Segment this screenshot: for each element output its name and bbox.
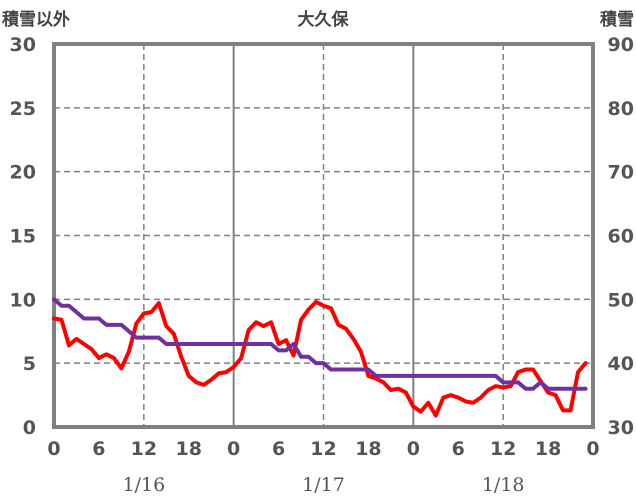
y-right-tick-label: 80 xyxy=(608,98,634,120)
date-label: 1/16 xyxy=(122,474,165,496)
x-tick-label: 18 xyxy=(355,438,381,460)
y-left-tick-label: 20 xyxy=(10,162,36,184)
x-tick-label: 0 xyxy=(407,438,420,460)
x-tick-label: 6 xyxy=(452,438,465,460)
y-left-tick-label: 25 xyxy=(10,98,36,120)
x-tick-label: 12 xyxy=(131,438,157,460)
grid-lines xyxy=(54,44,593,427)
series-line-snow xyxy=(52,297,588,391)
series-line-left xyxy=(52,299,588,418)
x-tick-label: 0 xyxy=(586,438,599,460)
left-axis-title: 積雪以外 xyxy=(2,9,70,30)
y-right-tick-label: 50 xyxy=(608,289,634,311)
date-label: 1/17 xyxy=(302,474,345,496)
x-tick-label: 0 xyxy=(227,438,240,460)
y-right-tick-label: 90 xyxy=(608,34,634,56)
x-tick-label: 18 xyxy=(535,438,561,460)
plot-frame xyxy=(52,42,595,429)
y-right-tick-label: 40 xyxy=(608,353,634,375)
right-axis-title: 積雪 xyxy=(600,9,634,30)
y-right-tick-label: 70 xyxy=(608,162,634,184)
y-right-tick-label: 30 xyxy=(608,417,634,439)
chart-title: 大久保 xyxy=(298,9,350,30)
x-tick-label: 18 xyxy=(176,438,202,460)
y-left-tick-label: 5 xyxy=(23,353,36,375)
y-left-tick-label: 0 xyxy=(23,417,36,439)
x-tick-label: 6 xyxy=(272,438,285,460)
x-tick-label: 12 xyxy=(310,438,336,460)
x-tick-label: 0 xyxy=(47,438,60,460)
y-left-tick-label: 10 xyxy=(10,289,36,311)
y-left-tick-label: 15 xyxy=(10,226,36,248)
series-lines xyxy=(52,297,588,418)
date-label: 1/18 xyxy=(482,474,525,496)
y-right-tick-label: 60 xyxy=(608,226,634,248)
y-left-tick-label: 30 xyxy=(10,34,36,56)
x-tick-label: 12 xyxy=(490,438,516,460)
x-tick-label: 6 xyxy=(92,438,105,460)
